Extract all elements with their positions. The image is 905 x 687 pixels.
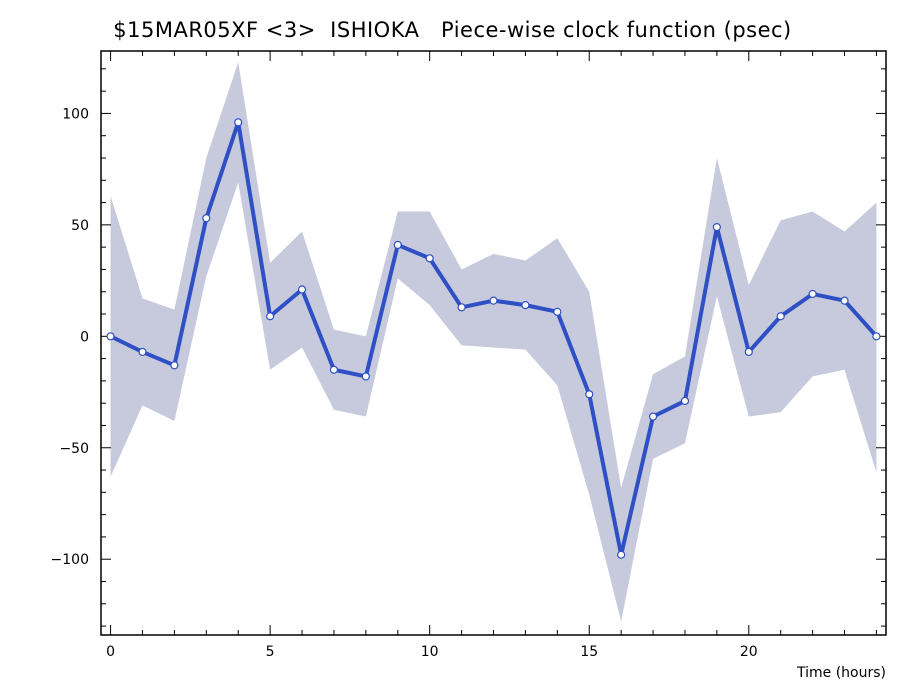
y-tick-label: −50 — [59, 441, 89, 457]
data-point — [361, 372, 370, 381]
data-point — [680, 396, 690, 406]
uncertainty-band — [110, 62, 877, 622]
data-point — [489, 296, 498, 305]
chart-title: $15MAR05XF <3> ISHIOKA Piece-wise clock … — [113, 18, 792, 42]
data-point — [840, 296, 849, 305]
data-point — [776, 312, 785, 321]
data-point — [648, 412, 658, 421]
data-point — [553, 307, 562, 316]
x-tick-label: 20 — [740, 644, 758, 660]
x-tick-label: 5 — [266, 644, 275, 660]
data-point — [297, 285, 307, 294]
data-point — [617, 550, 626, 559]
data-point — [425, 254, 434, 263]
x-axis-label: Time (hours) — [797, 665, 886, 681]
data-point — [329, 365, 339, 374]
data-point — [234, 118, 243, 127]
y-tick-label: 100 — [62, 106, 89, 122]
y-tick-label: 0 — [80, 329, 89, 345]
data-point — [393, 240, 402, 250]
y-tick-label: −100 — [51, 552, 89, 568]
data-point — [521, 301, 530, 310]
data-point — [457, 303, 466, 312]
x-tick-label: 15 — [580, 644, 598, 660]
data-point — [106, 332, 115, 341]
data-point — [585, 390, 594, 399]
data-point — [872, 332, 881, 341]
x-tick-label: 0 — [106, 644, 115, 660]
data-point — [202, 214, 211, 223]
data-point — [808, 289, 817, 299]
data-point — [266, 312, 275, 321]
data-point — [170, 361, 179, 370]
y-tick-label: 50 — [71, 218, 89, 234]
data-point — [744, 347, 753, 357]
x-tick-label: 10 — [421, 644, 439, 660]
data-point — [712, 222, 721, 232]
data-point — [138, 347, 147, 357]
